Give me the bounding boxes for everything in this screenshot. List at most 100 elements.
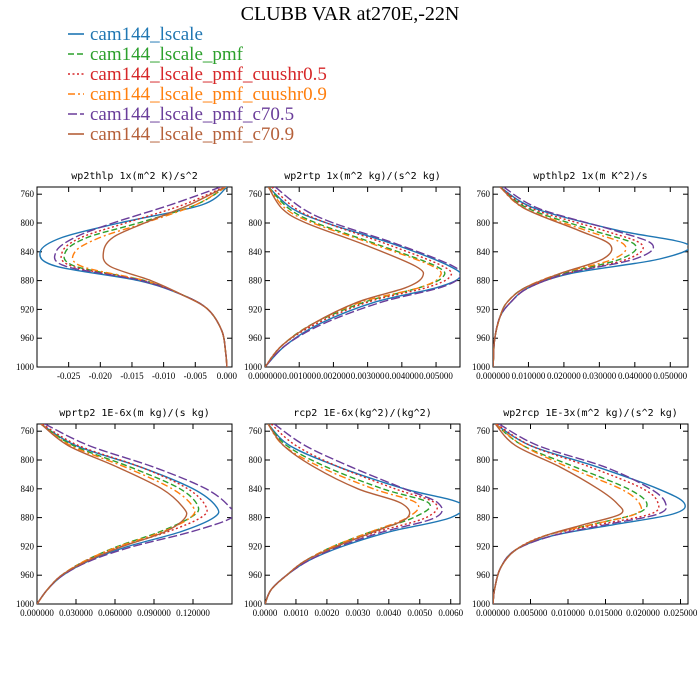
panel-5: rcp2 1E-6x(kg^2)/(kg^2) 760 800 840 880 920 96… bbox=[244, 408, 464, 618]
y-tick-label: 960 bbox=[477, 333, 491, 343]
y-tick-label: 920 bbox=[477, 304, 491, 314]
series-line-4 bbox=[265, 187, 442, 367]
x-tick-label: 0.0060 bbox=[438, 608, 463, 618]
curves bbox=[493, 424, 686, 604]
x-tick-label: -0.015 bbox=[120, 371, 144, 381]
y-tick-label: 920 bbox=[249, 304, 263, 314]
x-tick-label: 0.030000 bbox=[582, 371, 616, 381]
series-line-1 bbox=[39, 187, 228, 367]
x-tick-label: 0.0020 bbox=[315, 608, 340, 618]
x-tick-label: -0.005 bbox=[184, 371, 208, 381]
plot-frame bbox=[36, 186, 233, 368]
x-tick-label: 0.000000 bbox=[20, 608, 54, 618]
y-tick-label: 1000 bbox=[472, 362, 491, 372]
series-line-1 bbox=[265, 187, 460, 367]
series-line-6 bbox=[265, 187, 425, 367]
x-tick-label: 0.004000 bbox=[385, 371, 419, 381]
y-tick-label: 760 bbox=[477, 426, 491, 436]
series-line-6 bbox=[37, 424, 188, 604]
y-tick-label: 800 bbox=[477, 218, 491, 228]
y-tick-label: 800 bbox=[21, 455, 35, 465]
series-line-3 bbox=[493, 424, 660, 604]
x-tick-label: 0.0000 bbox=[253, 608, 278, 618]
plot-frame bbox=[36, 423, 233, 605]
plot-frame bbox=[264, 423, 461, 605]
y-tick-label: 840 bbox=[21, 247, 35, 257]
y-tick-label: 920 bbox=[21, 304, 35, 314]
y-tick-label: 760 bbox=[21, 189, 35, 199]
y-tick-label: 800 bbox=[249, 455, 263, 465]
series-line-3 bbox=[37, 424, 208, 604]
series-line-3 bbox=[60, 187, 228, 367]
series-line-5 bbox=[265, 187, 460, 367]
series-line-5 bbox=[493, 187, 655, 367]
x-tick-label: 0.001000 bbox=[282, 371, 316, 381]
y-tick-label: 1000 bbox=[244, 362, 263, 372]
plot-frame bbox=[492, 423, 689, 605]
legend-label: cam144_lscale_pmf bbox=[90, 44, 244, 65]
series-line-1 bbox=[493, 187, 688, 367]
x-tick-label: 0.000 bbox=[217, 371, 238, 381]
curves bbox=[493, 187, 688, 367]
x-tick-label: 0.060000 bbox=[98, 608, 132, 618]
legend-label: cam144_lscale_pmf_cuushr0.9 bbox=[90, 84, 327, 105]
y-tick-label: 760 bbox=[21, 426, 35, 436]
x-tick-label: 0.025000 bbox=[664, 608, 698, 618]
x-tick-label: 0.000000 bbox=[248, 371, 282, 381]
series-line-6 bbox=[265, 424, 411, 604]
y-tick-label: 800 bbox=[249, 218, 263, 228]
figure-title: CLUBB VAR at270E,-22N bbox=[241, 3, 460, 25]
y-tick-label: 760 bbox=[249, 189, 263, 199]
x-tick-label: 0.050000 bbox=[653, 371, 687, 381]
y-tick-label: 880 bbox=[249, 513, 263, 523]
panel-6: wp2rcp 1E-3x(m^2 kg)/(s^2 kg) 760 800 840 88… bbox=[472, 408, 698, 618]
legend-label: cam144_lscale bbox=[90, 24, 203, 45]
x-tick-label: 0.010000 bbox=[512, 371, 546, 381]
panel-2: wp2rtp 1x(m^2 kg)/(s^2 kg) 760 800 840 880 92… bbox=[244, 171, 461, 381]
x-tick-label: 0.0050 bbox=[407, 608, 432, 618]
panel-3: wpthlp2 1x(m K^2)/s 760 800 840 880 920 960 100… bbox=[472, 171, 689, 381]
panel-title: wp2rcp 1E-3x(m^2 kg)/(s^2 kg) bbox=[503, 408, 678, 419]
series-line-2 bbox=[63, 187, 228, 367]
y-tick-label: 880 bbox=[21, 513, 35, 523]
series-line-3 bbox=[265, 424, 439, 604]
x-tick-label: 0.030000 bbox=[59, 608, 93, 618]
x-tick-label: 0.040000 bbox=[618, 371, 652, 381]
series-line-4 bbox=[71, 187, 228, 367]
y-tick-label: 800 bbox=[21, 218, 35, 228]
x-tick-label: 0.005000 bbox=[419, 371, 453, 381]
y-tick-label: 960 bbox=[249, 570, 263, 580]
curves bbox=[265, 187, 460, 367]
y-tick-label: 800 bbox=[477, 455, 491, 465]
y-tick-label: 960 bbox=[477, 570, 491, 580]
x-tick-label: 0.005000 bbox=[514, 608, 548, 618]
curves bbox=[265, 424, 460, 604]
y-tick-label: 760 bbox=[249, 426, 263, 436]
series-line-5 bbox=[37, 424, 232, 604]
panel-title: wp2thlp 1x(m^2 K)/s^2 bbox=[71, 171, 197, 182]
y-tick-label: 840 bbox=[477, 484, 491, 494]
y-tick-label: 920 bbox=[249, 541, 263, 551]
series-line-1 bbox=[493, 424, 686, 604]
y-tick-label: 880 bbox=[477, 276, 491, 286]
panel-title: wp2rtp 1x(m^2 kg)/(s^2 kg) bbox=[284, 171, 441, 182]
y-tick-label: 920 bbox=[21, 541, 35, 551]
y-tick-label: 760 bbox=[477, 189, 491, 199]
curves bbox=[37, 424, 232, 604]
series-line-2 bbox=[493, 424, 648, 604]
x-tick-label: 0.020000 bbox=[547, 371, 581, 381]
y-tick-label: 1000 bbox=[16, 362, 35, 372]
series-line-6 bbox=[493, 187, 613, 367]
series-line-5 bbox=[493, 424, 668, 604]
legend-label: cam144_lscale_pmf_c70.5 bbox=[90, 104, 294, 125]
x-tick-label: 0.090000 bbox=[137, 608, 171, 618]
y-tick-label: 1000 bbox=[244, 599, 263, 609]
panel-title: rcp2 1E-6x(kg^2)/(kg^2) bbox=[293, 408, 431, 419]
series-line-3 bbox=[265, 187, 453, 367]
series-line-6 bbox=[102, 187, 228, 367]
x-tick-label: 0.000000 bbox=[476, 608, 510, 618]
x-tick-label: -0.010 bbox=[152, 371, 176, 381]
series-line-4 bbox=[493, 187, 627, 367]
x-tick-label: 0.0030 bbox=[345, 608, 370, 618]
